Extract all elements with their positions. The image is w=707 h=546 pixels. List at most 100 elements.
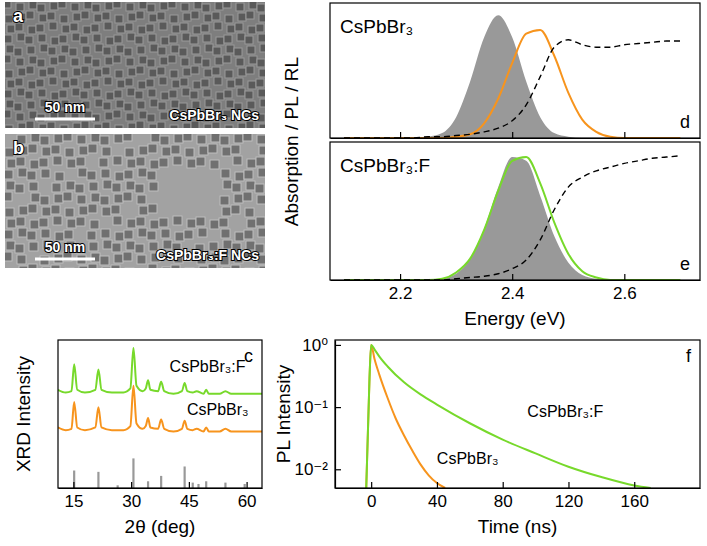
- nanocrystal: [106, 92, 114, 100]
- nanocrystal: [257, 59, 265, 67]
- nanocrystal: [117, 80, 125, 88]
- nanocrystal: [149, 14, 157, 22]
- nanocrystal: [5, 230, 13, 239]
- plot-area: [366, 345, 650, 488]
- nanocrystal: [70, 78, 78, 86]
- nanocrystal: [76, 217, 85, 226]
- nanocrystal: [148, 34, 156, 42]
- nanocrystal: [199, 266, 208, 268]
- nanocrystal: [246, 181, 255, 190]
- nanocrystal: [93, 89, 101, 97]
- tick: 80: [494, 482, 513, 511]
- nanocrystal: [39, 14, 47, 22]
- nanocrystal: [40, 136, 49, 145]
- nanocrystal: [5, 70, 13, 78]
- nanocrystal: [113, 216, 122, 225]
- nanocrystal: [159, 22, 167, 30]
- nanocrystal: [115, 15, 123, 23]
- nanocrystal: [113, 110, 121, 118]
- nanocrystal: [214, 77, 222, 85]
- nanocrystal: [19, 266, 28, 268]
- nanocrystal: [245, 91, 253, 99]
- nanocrystal: [212, 12, 220, 20]
- panel: 0408012016010⁰10⁻¹10⁻²Time (ns)PL Intens…: [273, 336, 701, 537]
- nanocrystal: [40, 196, 49, 205]
- nanocrystal: [59, 35, 67, 43]
- plot-frame: [330, 142, 700, 280]
- nanocrystal: [60, 70, 68, 78]
- nanocrystal: [7, 219, 16, 228]
- nanocrystal: [256, 217, 265, 226]
- nanocrystal: [80, 36, 88, 44]
- nanocrystal: [81, 11, 89, 19]
- axis-line: [331, 138, 701, 139]
- nanocrystal: [29, 242, 38, 251]
- nanocrystal: [29, 2, 37, 9]
- nanocrystal: [223, 55, 231, 63]
- nanocrystal: [27, 231, 36, 240]
- nanocrystal: [50, 2, 58, 10]
- nanocrystal: [90, 220, 99, 229]
- nanocrystal: [256, 24, 264, 32]
- nanocrystal: [257, 4, 265, 12]
- nanocrystal: [15, 78, 23, 86]
- nanocrystal: [249, 56, 257, 64]
- x-axis: 2.22.42.6: [331, 274, 701, 303]
- nanocrystal: [174, 134, 183, 143]
- nanocrystal: [61, 45, 69, 53]
- nanocrystal: [202, 59, 210, 67]
- tick-label: 2.4: [501, 284, 525, 303]
- tick-mark: [189, 482, 190, 488]
- nanocrystal: [114, 194, 123, 203]
- nanocrystal: [104, 77, 112, 85]
- panel-letter: b: [13, 138, 24, 158]
- nanocrystal: [42, 267, 51, 268]
- panel-title: CsPbBr₃:F: [340, 155, 430, 176]
- nanocrystal: [102, 267, 111, 268]
- nanocrystal: [104, 22, 112, 30]
- nanocrystal: [81, 121, 89, 128]
- nanocrystal: [182, 33, 190, 41]
- nanocrystal: [231, 265, 240, 268]
- tick: 120: [555, 482, 583, 511]
- nanocrystal: [112, 243, 121, 252]
- nanocrystal: [170, 70, 178, 78]
- panel-letter: a: [13, 6, 24, 26]
- tick-label: 120: [555, 492, 583, 511]
- nanocrystal: [114, 134, 123, 143]
- nanocrystal: [259, 124, 265, 128]
- nanocrystal: [183, 134, 192, 141]
- nanocrystal: [79, 146, 88, 155]
- nanocrystal: [51, 205, 60, 214]
- tick: 60: [238, 482, 257, 511]
- nanocrystal: [62, 25, 70, 33]
- nanocrystal: [162, 267, 171, 268]
- nanocrystal: [7, 159, 16, 168]
- nanocrystal: [51, 145, 60, 154]
- nanocrystal: [72, 33, 80, 41]
- nanocrystal: [194, 2, 202, 9]
- nanocrystal: [28, 264, 37, 268]
- nanocrystal: [191, 11, 199, 19]
- nanocrystal: [238, 68, 246, 76]
- tick: [512, 132, 513, 138]
- panel-letter: d: [680, 112, 690, 132]
- nanocrystal: [84, 56, 92, 64]
- reference-stick: [224, 483, 226, 488]
- nanocrystal: [6, 45, 14, 53]
- figure: 50 nmCsPbBr₃ NCsa50 nmCsPbBr₃:F NCsb1530…: [0, 0, 707, 546]
- x-axis-title: 2θ (deg): [125, 516, 196, 537]
- nanocrystal: [58, 55, 66, 63]
- nanocrystal: [73, 13, 81, 21]
- x-axis: 15304560: [59, 482, 263, 511]
- nanocrystal: [157, 12, 165, 20]
- nanocrystal: [7, 80, 15, 88]
- nanocrystal: [17, 33, 25, 41]
- nanocrystal: [17, 88, 25, 96]
- nanocrystal: [159, 77, 167, 85]
- nanocrystal: [127, 159, 136, 168]
- nanocrystal: [257, 135, 265, 144]
- nanocrystal: [203, 89, 211, 97]
- nanocrystal: [28, 204, 37, 213]
- reference-stick: [192, 483, 194, 488]
